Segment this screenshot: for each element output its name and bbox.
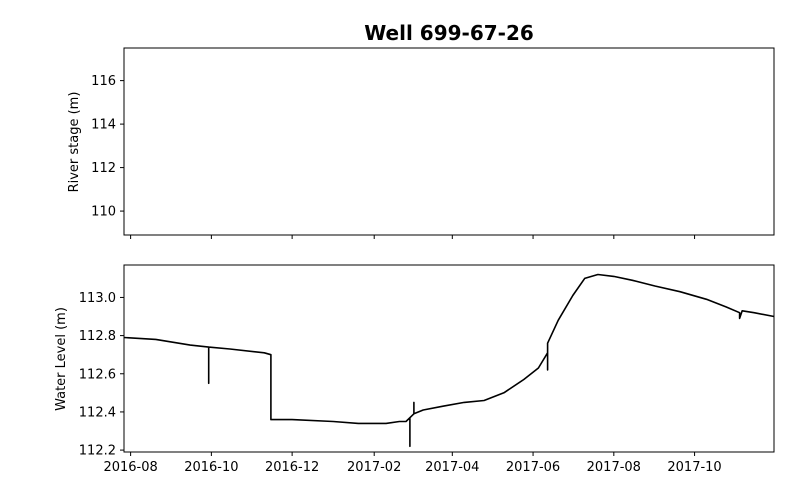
water-level-y-axis: 112.2 112.4 112.6 112.8 113.0 (79, 291, 124, 459)
x-tick-label: 2016-10 (184, 460, 238, 475)
y-tick-label: 114 (91, 118, 116, 133)
x-tick-label: 2017-06 (506, 460, 560, 475)
river-stage-x-axis (130, 235, 696, 239)
river-stage-plot-area (123, 47, 775, 236)
water-level-series (123, 273, 775, 448)
x-tick-label: 2017-08 (587, 460, 641, 475)
y-tick-label: 112.8 (79, 329, 116, 344)
y-tick-label: 112 (91, 161, 116, 176)
x-tick-label: 2017-02 (347, 460, 401, 475)
x-tick-label: 2016-08 (103, 460, 157, 475)
river-stage-y-label: River stage (m) (67, 92, 82, 193)
x-tick-label: 2017-04 (425, 460, 479, 475)
y-tick-label: 113.0 (79, 291, 116, 306)
y-tick-label: 112.4 (79, 405, 116, 420)
y-tick-label: 110 (91, 205, 116, 220)
water-level-y-label: Water Level (m) (54, 307, 69, 411)
water-level-plot-area (123, 264, 775, 453)
y-tick-label: 112.6 (79, 367, 116, 382)
x-tick-label: 2016-12 (265, 460, 319, 475)
water-level-line (123, 273, 775, 448)
x-tick-label: 2017-10 (667, 460, 721, 475)
y-tick-label: 116 (91, 74, 116, 89)
water-level-x-axis: 2016-08 2016-10 2016-12 2017-02 2017-04 2017-… (103, 452, 722, 475)
chart-title: Well 699-67-26 (364, 21, 534, 45)
y-tick-label: 112.2 (79, 444, 116, 459)
river-stage-y-axis: 110 112 114 116 (91, 74, 124, 220)
